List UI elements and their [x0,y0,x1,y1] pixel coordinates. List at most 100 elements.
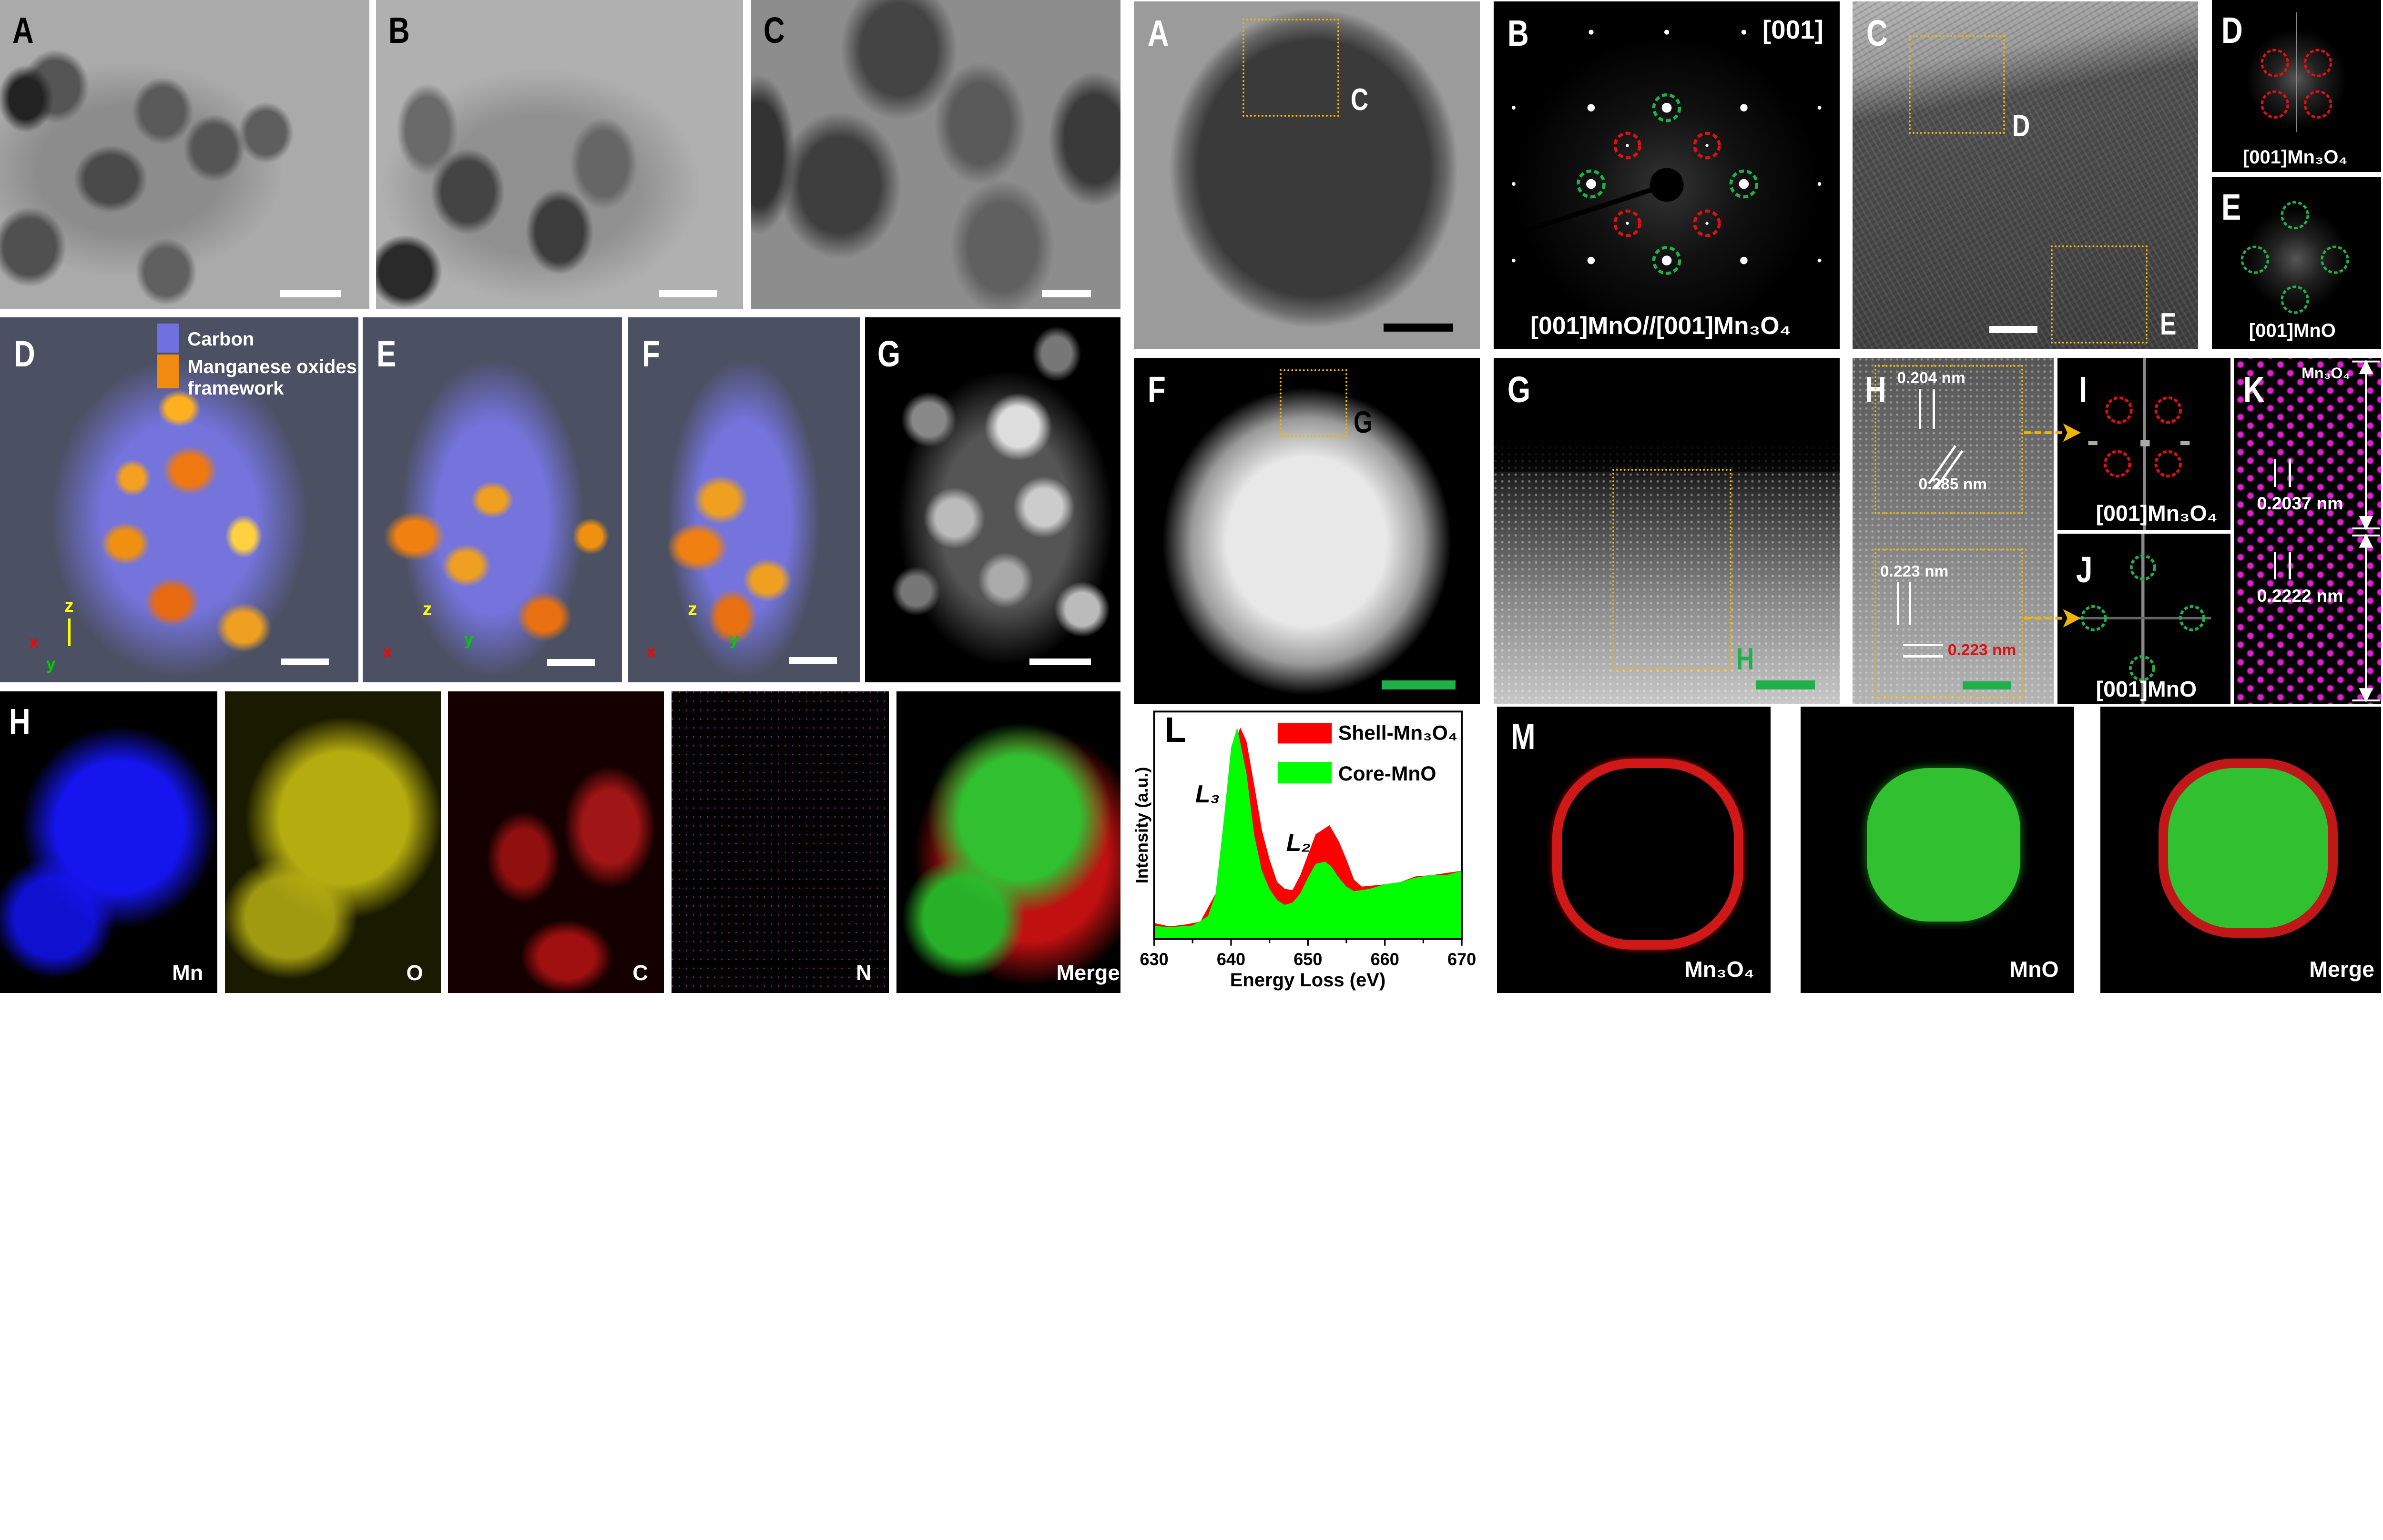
haadf-particle-f: F G [1134,358,1480,705]
panel-label: A [12,10,34,51]
scale-bar [1041,290,1091,297]
tomography-view-d: D Carbon Manganese oxides framework z x … [0,317,358,683]
lattice-spacing-label: 0.285 nm [1918,475,1987,493]
selected-region-box [1279,369,1347,437]
eds-map-merge: Merge [896,691,1120,993]
tomography-view-e: E z x y [362,317,622,683]
map-label-o: O [406,960,423,985]
lattice-spacing-label: 0.223 nm [1947,641,2016,659]
region-marker-e: E [2159,307,2177,342]
axis-z-arrow [68,618,71,647]
axis-x-label: x [29,632,39,652]
hrstem-image-h: H 0.204 nm 0.285 nm 0.223 nm 0.223 nm [1852,358,2054,705]
panel-label: L [1165,710,1186,750]
scale-bar [1989,325,2038,334]
eels-chart-panel: 630 640 650 660 670 L Shell-Mn₃O₄ Core-MnO L… [1134,707,1480,993]
axis-z-label: z [422,598,432,619]
fft-pattern-e: E [001]MnO [2212,176,2382,349]
fft-spots [2261,12,2332,132]
tem-image-b: B [376,0,743,309]
map-label-mn: Mn [172,960,204,985]
panel-label: B [1507,13,1529,54]
fft-pattern-j: J [001]MnO [2057,533,2231,705]
panel-label: H [9,701,31,742]
tem-image-c: C [751,0,1120,309]
eels-map-mno: MnO [1800,706,2074,993]
map-label: MnO [2009,957,2059,982]
scale-bar [789,657,837,664]
legend-carbon-swatch [157,324,179,353]
region-marker-g: G [1354,405,1373,440]
eds-map-c: C [448,691,664,993]
lattice-fringe-marker [1903,644,1944,658]
scale-bar [659,290,718,297]
eds-map-mn: H Mn [0,691,217,993]
x-tick-label: 640 [1217,950,1245,969]
x-tick-label: 670 [1447,950,1476,969]
scale-bar [1963,681,2011,689]
tem-image-a: A [0,0,369,309]
panel-label: D [2221,10,2243,51]
region-box-d [1908,35,2006,134]
scale-bar [1383,324,1454,332]
lattice-fringe-marker [1897,582,1911,626]
fft-spots [2241,201,2350,314]
map-label: Mn₃O₄ [1684,957,1754,982]
phase-label: Mn₃O₄ [2302,365,2350,382]
fft-caption: [001]MnO [2249,320,2336,341]
hrtem-image-c: C D E [1852,1,2199,349]
axis-y-label: y [464,629,474,648]
scale-bar [1756,680,1815,689]
x-tick-label: 630 [1140,950,1169,969]
diffraction-spots [1493,30,1822,275]
axis-x-label: x [646,641,656,661]
legend-carbon-label: Carbon [187,328,255,350]
fft-caption: [001]MnO [2096,676,2197,701]
x-tick-label: 660 [1371,950,1399,969]
eels-chart: 630 640 650 660 670 L Shell-Mn₃O₄ Core-MnO L… [1134,710,1476,991]
scale-bar [281,659,329,666]
region-box-shell [1874,365,2023,514]
scale-bar [1381,680,1456,689]
tomography-view-f: F z x y [628,317,860,683]
eels-map-mn3o4: M Mn₃O₄ [1497,706,1771,993]
region-marker-h: H [1736,642,1754,677]
fft-caption: [001]Mn₃O₄ [2096,501,2218,526]
panel-label: C [1866,13,1888,54]
tem-particle-a: A C [1134,1,1480,349]
panel-label: F [1148,369,1166,411]
core-region [1866,768,2020,922]
panel-label: J [2076,549,2093,591]
legend-manganese-label-line2: framework [187,378,284,399]
region-marker-c: C [1350,82,1368,117]
zone-axis-label: [001] [1762,15,1823,45]
axis-x-label: x [382,641,392,661]
scale-bar [1029,659,1091,666]
panel-label: K [2243,369,2265,411]
lattice-spacing-label: 0.2037 nm [2257,493,2343,514]
peak-label-l3: L₃ [1195,780,1220,808]
fft-spots [2088,358,2190,530]
selected-region-box [1242,18,1339,117]
lattice-fringe-marker [1918,388,1935,429]
panel-label: A [1148,13,1169,54]
axis-y-label: y [729,629,739,648]
fft-caption: [001]Mn₃O₄ [2242,146,2348,168]
legend-swatch-core [1277,762,1332,784]
legend-swatch-shell [1277,723,1332,744]
eels-map-merge: Merge [2100,706,2382,993]
lattice-spacing-label: 0.223 nm [1880,563,1949,581]
axis-z-label: z [688,598,697,619]
panel-label: G [1507,369,1530,411]
eds-map-o: O [225,691,441,993]
scale-bar [279,290,341,297]
region-box-core [1874,548,2023,698]
fft-pattern-i: I [001]Mn₃O₄ [2057,358,2231,530]
panel-label: B [388,10,410,51]
haadf-interface-g: G H [1493,358,1840,705]
map-label: Merge [2309,957,2374,982]
selected-region-box [1612,469,1732,671]
peak-label-l2: L₂ [1286,829,1311,856]
eds-map-n: N [672,691,889,993]
haadf-image-g: G [865,317,1120,683]
